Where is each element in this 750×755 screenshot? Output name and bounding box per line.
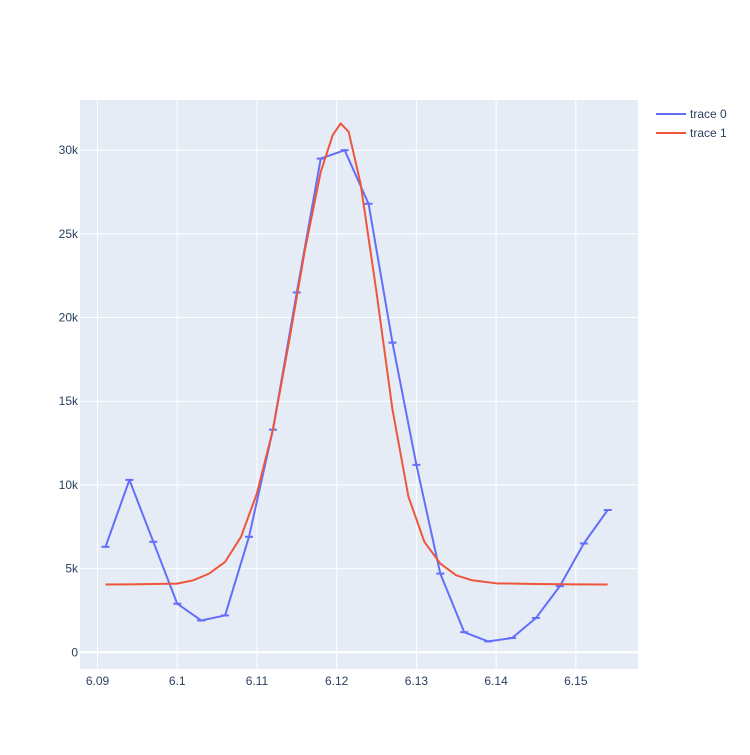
- series-line: [105, 122, 608, 586]
- y-tick-label: 10k: [59, 478, 79, 492]
- y-tick-label: 30k: [59, 143, 79, 157]
- legend-item[interactable]: trace 1: [656, 126, 727, 140]
- x-tick-label: 6.14: [484, 674, 508, 688]
- series-layer: [101, 122, 612, 643]
- legend-label: trace 0: [690, 107, 727, 121]
- x-axis-ticks: 6.09 6.1 6.11 6.12 6.13 6.14 6.15: [86, 674, 588, 688]
- legend-label: trace 1: [690, 126, 727, 140]
- legend-item[interactable]: trace 0: [656, 107, 727, 121]
- x-tick-label: 6.09: [86, 674, 110, 688]
- x-tick-label: 6.12: [325, 674, 349, 688]
- x-tick-label: 6.1: [169, 674, 186, 688]
- y-tick-label: 20k: [59, 311, 79, 325]
- y-tick-label: 5k: [65, 562, 79, 576]
- series-trace-0: [101, 149, 612, 643]
- series-line: [104, 149, 609, 643]
- plot-background: [80, 100, 638, 669]
- grid: [80, 100, 638, 669]
- y-tick-label: 0: [71, 645, 78, 659]
- y-axis-ticks: 0 5k 10k 15k 20k 25k 30k: [59, 143, 79, 659]
- x-tick-label: 6.11: [246, 674, 269, 688]
- x-tick-label: 6.13: [405, 674, 429, 688]
- y-tick-label: 25k: [59, 227, 79, 241]
- series-trace-1: [105, 122, 608, 586]
- x-tick-label: 6.15: [564, 674, 588, 688]
- y-tick-label: 15k: [59, 394, 79, 408]
- legend[interactable]: trace 0 trace 1: [656, 107, 727, 140]
